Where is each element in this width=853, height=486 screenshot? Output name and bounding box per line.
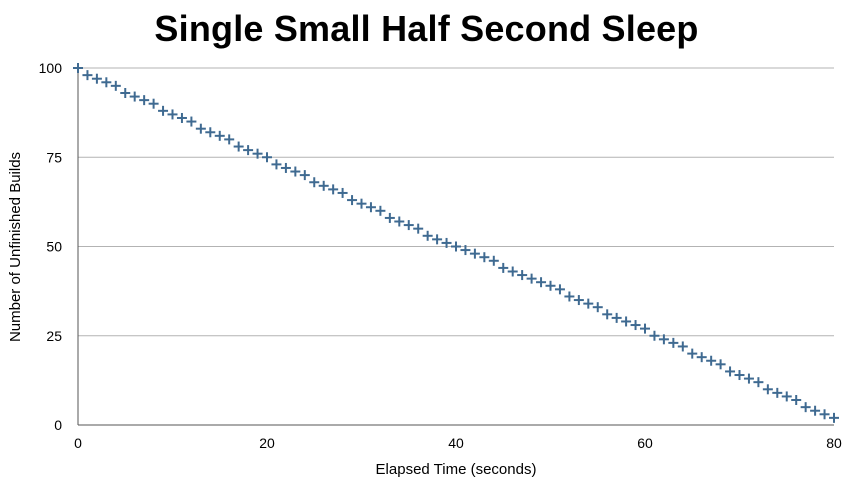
data-point bbox=[451, 241, 461, 252]
data-point bbox=[224, 134, 235, 145]
data-point bbox=[725, 366, 736, 377]
data-point bbox=[517, 270, 528, 281]
x-tick-label-80: 80 bbox=[826, 435, 842, 451]
data-point bbox=[592, 302, 603, 313]
data-point bbox=[347, 195, 358, 206]
data-point bbox=[658, 334, 669, 345]
x-tick-label-0: 0 bbox=[74, 435, 82, 451]
data-point bbox=[564, 291, 575, 302]
data-point bbox=[82, 70, 93, 81]
data-point bbox=[536, 277, 547, 288]
data-point bbox=[554, 284, 565, 295]
data-point bbox=[262, 152, 272, 163]
data-point bbox=[205, 127, 216, 138]
data-point bbox=[120, 87, 131, 98]
data-point bbox=[621, 316, 632, 327]
data-point bbox=[526, 273, 537, 284]
x-tick-label-20: 20 bbox=[259, 435, 275, 451]
data-point bbox=[365, 202, 376, 213]
data-point bbox=[507, 266, 518, 277]
data-point bbox=[384, 212, 395, 223]
chart-title: Single Small Half Second Sleep bbox=[154, 8, 699, 49]
data-point bbox=[375, 205, 386, 216]
data-point bbox=[706, 355, 717, 366]
data-point bbox=[195, 123, 206, 134]
data-point bbox=[422, 230, 433, 241]
y-axis-label: Number of Unfinished Builds bbox=[7, 152, 24, 342]
x-tick-label-40: 40 bbox=[448, 435, 464, 451]
data-point bbox=[252, 148, 263, 159]
data-point bbox=[432, 234, 443, 245]
data-point bbox=[110, 80, 121, 91]
data-point bbox=[167, 109, 178, 120]
data-point bbox=[734, 370, 745, 381]
data-point bbox=[441, 237, 452, 248]
data-point bbox=[158, 105, 169, 116]
data-point bbox=[280, 162, 291, 173]
data-point bbox=[233, 141, 244, 152]
data-point bbox=[214, 130, 225, 141]
data-point bbox=[545, 280, 556, 291]
data-point bbox=[819, 409, 830, 420]
data-point bbox=[91, 73, 102, 84]
data-point bbox=[460, 245, 471, 256]
data-point bbox=[101, 77, 112, 88]
x-axis-label: Elapsed Time (seconds) bbox=[376, 461, 537, 478]
grid-lines bbox=[78, 67, 834, 337]
data-point bbox=[630, 320, 641, 331]
data-point bbox=[762, 384, 773, 395]
data-point bbox=[498, 262, 509, 273]
data-point bbox=[413, 223, 424, 234]
data-point bbox=[611, 312, 622, 323]
y-tick-label-25: 25 bbox=[46, 328, 62, 344]
data-point bbox=[800, 402, 811, 413]
data-series bbox=[73, 63, 839, 423]
data-point bbox=[772, 387, 783, 398]
data-point bbox=[668, 337, 679, 348]
data-point bbox=[677, 341, 688, 352]
data-point bbox=[479, 252, 490, 263]
data-point bbox=[318, 180, 329, 191]
data-point bbox=[743, 373, 754, 384]
data-point bbox=[403, 220, 414, 231]
data-point bbox=[583, 298, 594, 309]
data-point bbox=[488, 255, 499, 266]
data-point bbox=[186, 116, 197, 127]
x-tick-label-60: 60 bbox=[637, 435, 653, 451]
data-point bbox=[810, 405, 821, 416]
y-tick-label-100: 100 bbox=[39, 60, 63, 76]
data-point bbox=[139, 95, 150, 106]
data-point bbox=[148, 98, 159, 109]
data-point bbox=[328, 184, 339, 195]
data-point bbox=[309, 177, 320, 188]
y-tick-label-50: 50 bbox=[46, 239, 62, 255]
data-point bbox=[469, 248, 480, 259]
data-point bbox=[602, 309, 613, 320]
data-point bbox=[829, 412, 839, 423]
data-point bbox=[649, 330, 660, 341]
data-point bbox=[573, 295, 584, 306]
data-point bbox=[337, 187, 348, 198]
y-tick-label-0: 0 bbox=[54, 417, 62, 433]
data-point bbox=[243, 145, 254, 156]
data-point bbox=[129, 91, 140, 102]
data-point bbox=[781, 391, 792, 402]
axes bbox=[77, 68, 834, 426]
data-point bbox=[176, 112, 187, 123]
data-point bbox=[687, 348, 698, 359]
data-point bbox=[299, 170, 310, 181]
data-point bbox=[696, 352, 707, 363]
data-point bbox=[791, 395, 802, 406]
data-point bbox=[394, 216, 405, 227]
data-point bbox=[640, 323, 650, 334]
y-tick-label-75: 75 bbox=[46, 149, 62, 165]
tick-labels: 0 25 50 75 100 0 20 40 60 80 bbox=[39, 60, 842, 451]
data-point bbox=[73, 63, 83, 73]
data-point bbox=[753, 377, 764, 388]
data-point bbox=[290, 166, 301, 177]
data-point bbox=[715, 359, 726, 370]
data-point bbox=[356, 198, 367, 209]
data-point bbox=[271, 159, 282, 170]
